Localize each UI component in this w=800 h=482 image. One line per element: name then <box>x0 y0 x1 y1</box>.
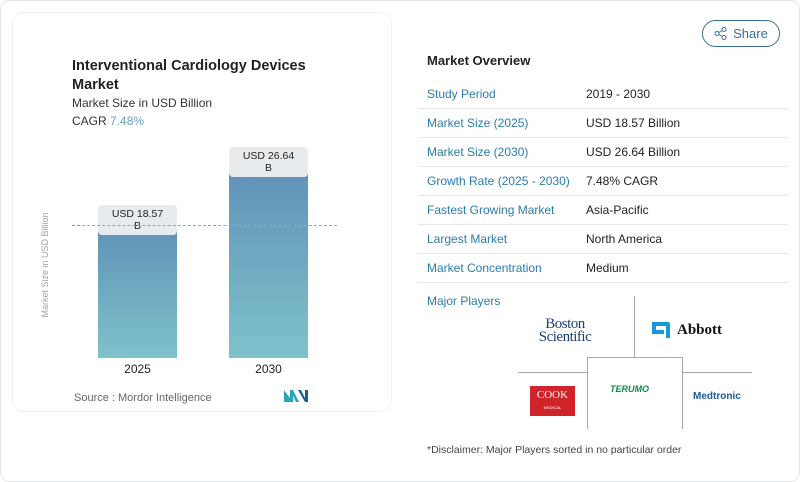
overview-row: Fastest Growing Market Asia-Pacific <box>418 196 788 225</box>
value-label: USD 26.64 B <box>229 147 308 177</box>
row-key: Growth Rate (2025 - 2030) <box>427 174 570 188</box>
share-label: Share <box>733 26 768 41</box>
overview-row: Largest Market North America <box>418 225 788 254</box>
bar-2030 <box>229 168 308 358</box>
row-key: Market Concentration <box>427 261 542 275</box>
chart-title: Interventional Cardiology Devices Market <box>72 58 306 93</box>
row-value: USD 26.64 Billion <box>586 145 681 159</box>
chart-card <box>12 12 392 412</box>
medtronic-logo: Medtronic <box>693 391 741 402</box>
row-value: Medium <box>586 261 629 275</box>
source: Source : Mordor Intelligence <box>74 392 212 404</box>
row-key: Market Size (2025) <box>427 116 529 130</box>
row-value: Asia-Pacific <box>586 203 649 217</box>
divider <box>634 296 635 358</box>
row-key: Largest Market <box>427 232 508 246</box>
row-value: 7.48% CAGR <box>586 174 659 188</box>
major-players-title: Major Players <box>427 294 501 308</box>
overview-row: Study Period 2019 - 2030 <box>418 80 788 109</box>
reference-line <box>72 225 337 226</box>
row-key: Study Period <box>427 87 496 101</box>
cagr-value: 7.48% <box>110 114 145 128</box>
boston-scientific-logo: Boston Scientific <box>538 316 592 345</box>
overview-row: Market Concentration Medium <box>418 254 788 283</box>
divider <box>682 372 752 373</box>
x-tick-label: 2030 <box>255 362 282 376</box>
share-button[interactable]: Share <box>702 20 780 47</box>
x-tick-label: 2025 <box>124 362 151 376</box>
mordor-logo-icon <box>284 390 308 402</box>
value-label: USD 18.57 B <box>98 204 177 235</box>
row-key: Fastest Growing Market <box>427 203 555 217</box>
terumo-logo: TERUMO <box>610 384 649 394</box>
chart-subtitle: Market Size in USD Billion <box>72 96 213 110</box>
row-key: Market Size (2030) <box>427 145 529 159</box>
disclaimer: *Disclaimer: Major Players sorted in no … <box>427 444 682 456</box>
row-value: North America <box>586 232 663 246</box>
cagr: CAGR 7.48% <box>72 114 144 128</box>
bar-2025 <box>98 225 177 358</box>
overview-row: Market Size (2030) USD 26.64 Billion <box>418 138 788 167</box>
cagr-label: CAGR <box>72 114 107 128</box>
center-box <box>587 357 683 429</box>
overview-row: Market Size (2025) USD 18.57 Billion <box>418 109 788 138</box>
share-icon <box>714 27 727 40</box>
overview-row: Growth Rate (2025 - 2030) 7.48% CAGR <box>418 167 788 196</box>
abbott-logo: Abbott <box>650 320 722 340</box>
abbott-icon <box>652 322 670 338</box>
row-value: USD 18.57 Billion <box>586 116 681 130</box>
overview-title: Market Overview <box>427 53 531 68</box>
y-axis-label: Market Size in USD Billion <box>40 212 50 318</box>
cook-medical-logo: COOK MEDICAL <box>530 386 575 416</box>
row-value: 2019 - 2030 <box>586 87 651 101</box>
divider <box>518 372 588 373</box>
